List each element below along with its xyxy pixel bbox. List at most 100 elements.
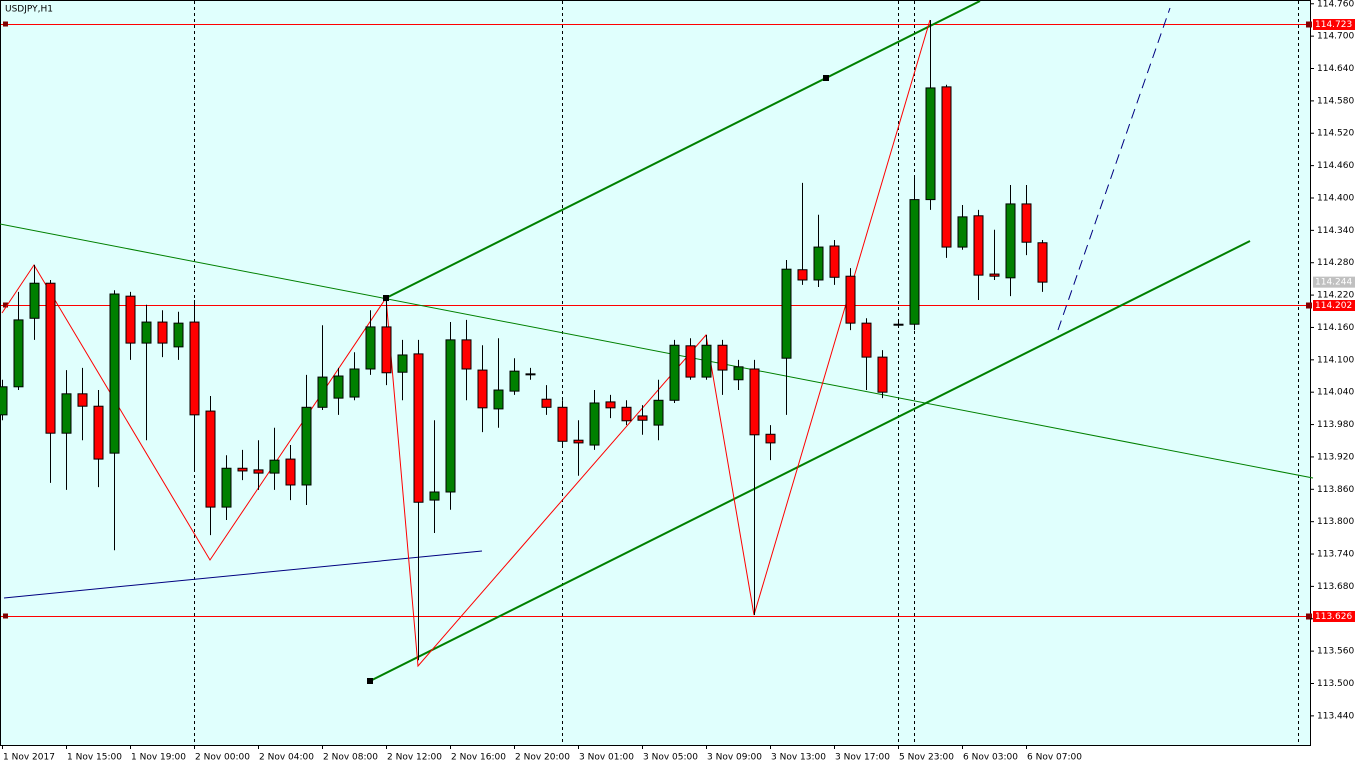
candles bbox=[0, 19, 1048, 661]
zigzag bbox=[1, 19, 931, 668]
projection-line bbox=[1057, 7, 1171, 331]
level-marker bbox=[1306, 302, 1312, 309]
y-tick-label: 113.740 bbox=[1317, 550, 1354, 560]
candle-body bbox=[109, 293, 120, 454]
y-tick-label: 114.340 bbox=[1317, 226, 1354, 236]
candle-body bbox=[1021, 203, 1032, 243]
candle-body bbox=[0, 386, 8, 416]
candle-body bbox=[301, 406, 312, 486]
candle-body bbox=[829, 245, 840, 278]
channel-line bbox=[385, 0, 981, 299]
chart-title: USDJPY,H1 bbox=[5, 5, 53, 15]
x-tick-label: 2 Nov 16:00 bbox=[451, 753, 506, 763]
candle-body bbox=[1037, 242, 1048, 283]
candle-body bbox=[205, 410, 216, 508]
trend-line bbox=[3, 550, 483, 599]
x-tick-label: 2 Nov 00:00 bbox=[195, 753, 250, 763]
candle-body bbox=[797, 269, 808, 281]
drawings bbox=[0, 0, 1314, 682]
candle-body bbox=[621, 406, 632, 422]
candle-body bbox=[461, 339, 472, 370]
y-tick-label: 114.520 bbox=[1317, 129, 1354, 139]
y-tick-label: 113.680 bbox=[1317, 582, 1354, 592]
y-tick-label: 114.280 bbox=[1317, 258, 1354, 268]
x-tick-label: 1 Nov 2017 bbox=[3, 753, 55, 763]
y-tick-label: 114.460 bbox=[1317, 161, 1354, 171]
y-tick-label: 113.920 bbox=[1317, 452, 1354, 462]
y-tick-label: 114.760 bbox=[1317, 0, 1354, 9]
level-badge bbox=[1313, 611, 1355, 622]
candle-body bbox=[781, 268, 792, 359]
y-tick-label: 114.640 bbox=[1317, 64, 1354, 74]
x-tick-label: 2 Nov 20:00 bbox=[515, 753, 570, 763]
candle-body bbox=[989, 273, 1000, 277]
y-tick-label: 114.700 bbox=[1317, 32, 1354, 42]
x-tick-label: 3 Nov 01:00 bbox=[579, 753, 634, 763]
x-tick-label: 2 Nov 04:00 bbox=[259, 753, 314, 763]
y-tick-label: 114.400 bbox=[1317, 193, 1354, 203]
x-tick-label: 6 Nov 07:00 bbox=[1027, 753, 1082, 763]
candle-body bbox=[861, 322, 872, 358]
candle-body bbox=[253, 469, 264, 474]
candle-body bbox=[525, 373, 536, 376]
x-tick-label: 6 Nov 03:00 bbox=[963, 753, 1018, 763]
candle-body bbox=[877, 356, 888, 393]
candle-body bbox=[493, 389, 504, 410]
candle-body bbox=[381, 326, 392, 374]
candle-body bbox=[749, 368, 760, 436]
candle-body bbox=[973, 215, 984, 276]
candle-body bbox=[333, 375, 344, 399]
candle-body bbox=[445, 339, 456, 493]
candle-body bbox=[845, 275, 856, 324]
x-tick-label: 3 Nov 05:00 bbox=[643, 753, 698, 763]
y-tick-label: 113.500 bbox=[1317, 679, 1354, 689]
level-label: 114.723 bbox=[1315, 20, 1352, 30]
candle-body bbox=[589, 402, 600, 446]
candle-body bbox=[1005, 203, 1016, 279]
levels bbox=[1, 21, 1312, 620]
x-tick-label: 2 Nov 08:00 bbox=[323, 753, 378, 763]
candle-body bbox=[365, 326, 376, 370]
candle-body bbox=[173, 322, 184, 348]
x-tick-label: 1 Nov 19:00 bbox=[131, 753, 186, 763]
candle-body bbox=[509, 370, 520, 392]
candle-body bbox=[93, 405, 104, 460]
channel-line bbox=[369, 240, 1251, 682]
candle-body bbox=[221, 467, 232, 508]
plot-area bbox=[0, 0, 1311, 746]
level-label: 113.626 bbox=[1315, 612, 1352, 622]
level-badge bbox=[1313, 19, 1355, 30]
candle-body bbox=[685, 345, 696, 378]
candle-body bbox=[909, 199, 920, 325]
x-tick-label: 3 Nov 09:00 bbox=[707, 753, 762, 763]
candle-body bbox=[13, 319, 24, 388]
candle-body bbox=[317, 376, 328, 408]
candle-body bbox=[413, 353, 424, 503]
candle-body bbox=[653, 399, 664, 426]
y-tick-label: 114.580 bbox=[1317, 96, 1354, 106]
y-tick-label: 114.100 bbox=[1317, 355, 1354, 365]
y-tick-label: 113.980 bbox=[1317, 420, 1354, 430]
x-tick-label: 3 Nov 13:00 bbox=[771, 753, 826, 763]
candle-body bbox=[557, 406, 568, 442]
level-label: 114.202 bbox=[1315, 301, 1352, 311]
candle-body bbox=[429, 491, 440, 501]
y-tick-label: 113.860 bbox=[1317, 485, 1354, 495]
candle-body bbox=[269, 459, 280, 474]
x-tick-label: 2 Nov 12:00 bbox=[387, 753, 442, 763]
candle-body bbox=[701, 344, 712, 378]
candle-body bbox=[77, 393, 88, 407]
candle-body bbox=[605, 401, 616, 409]
trend-line bbox=[0, 223, 1314, 479]
candle-body bbox=[541, 398, 552, 408]
level-badge bbox=[1313, 300, 1355, 311]
anchor bbox=[367, 678, 373, 684]
level-marker bbox=[3, 302, 8, 308]
candle-body bbox=[29, 282, 40, 319]
candle-body bbox=[765, 433, 776, 444]
level-marker bbox=[1306, 21, 1312, 28]
candle-body bbox=[669, 344, 680, 401]
candle-body bbox=[573, 439, 584, 444]
